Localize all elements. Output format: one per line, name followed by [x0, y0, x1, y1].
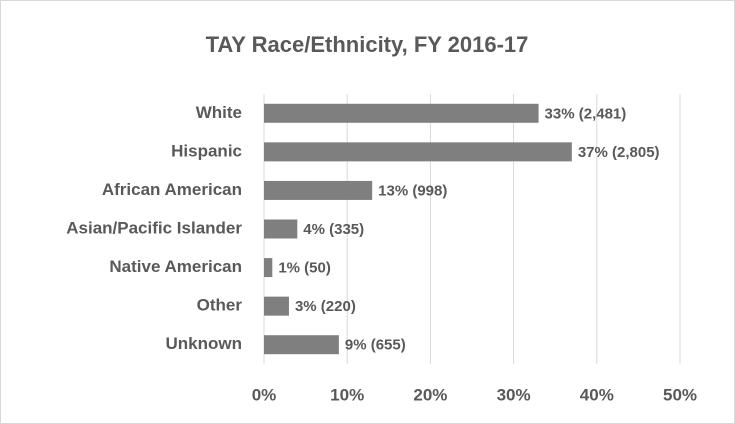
chart-title: TAY Race/Ethnicity, FY 2016-17	[206, 32, 529, 57]
y-tick-label: Other	[197, 296, 243, 315]
data-label: 9% (655)	[345, 337, 406, 354]
bar	[264, 335, 339, 355]
y-tick-label: African American	[102, 180, 242, 199]
data-label: 4% (335)	[303, 221, 364, 238]
x-tick-label: 30%	[497, 385, 531, 404]
y-tick-label: White	[196, 103, 242, 122]
x-tick-label: 10%	[330, 385, 364, 404]
bar	[264, 258, 273, 278]
y-tick-label: Hispanic	[171, 141, 242, 160]
data-label: 13% (998)	[378, 182, 447, 199]
data-label: 37% (2,805)	[578, 144, 660, 161]
bar	[264, 103, 539, 123]
x-tick-label: 40%	[580, 385, 614, 404]
bar	[264, 296, 289, 316]
y-tick-label: Native American	[109, 257, 242, 276]
bar	[264, 180, 373, 200]
data-label: 1% (50)	[278, 260, 331, 277]
y-tick-label: Asian/Pacific Islander	[66, 218, 242, 237]
x-tick-label: 20%	[413, 385, 447, 404]
data-label: 3% (220)	[295, 298, 356, 315]
data-label: 33% (2,481)	[545, 105, 627, 122]
bar	[264, 219, 298, 239]
bar	[264, 142, 572, 162]
y-tick-label: Unknown	[166, 334, 243, 353]
x-tick-label: 50%	[663, 385, 697, 404]
x-tick-label: 0%	[252, 385, 277, 404]
